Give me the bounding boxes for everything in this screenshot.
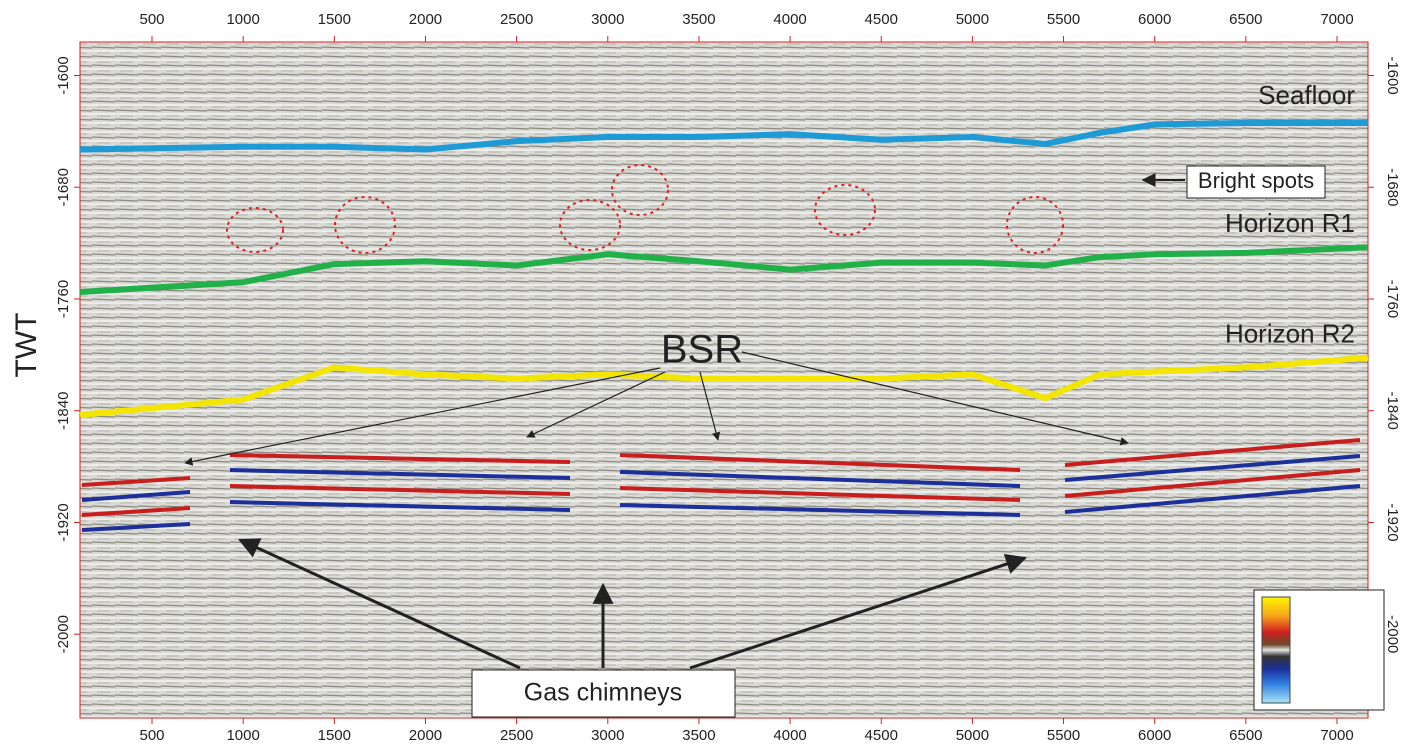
x-tick-label: 5500: [1047, 727, 1080, 744]
x-tick-label: 4500: [865, 11, 898, 28]
y-tick-label: -1680: [55, 168, 72, 206]
x-tick-label: 2500: [500, 11, 533, 28]
x-tick-label: 2000: [409, 11, 442, 28]
x-tick-label: 1000: [226, 727, 259, 744]
x-tick-label: 6500: [1229, 11, 1262, 28]
colorbar: [1262, 597, 1290, 703]
x-tick-label: 1500: [318, 11, 351, 28]
y-tick-label: -1600: [1384, 56, 1401, 94]
x-tick-label: 6000: [1138, 727, 1171, 744]
y-tick-label: -1600: [55, 56, 72, 94]
y-tick-label: -1680: [1384, 168, 1401, 206]
annotation: BSR: [661, 328, 743, 372]
x-tick-label: 4500: [865, 727, 898, 744]
y-tick-label: -1920: [1384, 503, 1401, 541]
seismic-figure: 500 500 1000 1000 1500 1500 2000 2000 2500 2500 30…: [0, 0, 1416, 749]
x-tick-label: 6000: [1138, 11, 1171, 28]
y-tick-label: -1920: [55, 503, 72, 541]
y-tick-label: -2000: [55, 615, 72, 653]
annotation: Gas chimneys: [524, 679, 682, 707]
x-tick-label: 4000: [773, 727, 806, 744]
annotation: Bright spots: [1198, 168, 1314, 193]
y-tick-label: -1760: [55, 280, 72, 318]
horizon-label: Seafloor: [1258, 80, 1355, 110]
horizon-label: Horizon R1: [1225, 208, 1355, 238]
x-tick-label: 2500: [500, 727, 533, 744]
x-tick-label: 500: [139, 727, 164, 744]
y-tick-label: -2000: [1384, 615, 1401, 653]
x-tick-label: 7000: [1320, 727, 1353, 744]
x-tick-label: 3000: [591, 727, 624, 744]
x-tick-label: 500: [139, 11, 164, 28]
y-tick-label: -1840: [1384, 392, 1401, 430]
y-tick-label: -1840: [55, 392, 72, 430]
x-tick-label: 6500: [1229, 727, 1262, 744]
horizon-label: Horizon R2: [1225, 319, 1355, 349]
x-tick-label: 5000: [956, 11, 989, 28]
x-tick-label: 4000: [773, 11, 806, 28]
y-axis-label: TWT: [10, 313, 43, 378]
x-tick-label: 2000: [409, 727, 442, 744]
x-tick-label: 3500: [682, 727, 715, 744]
x-tick-label: 5000: [956, 727, 989, 744]
x-tick-label: 3000: [591, 11, 624, 28]
y-tick-label: -1760: [1384, 280, 1401, 318]
x-tick-label: 1000: [226, 11, 259, 28]
x-tick-label: 1500: [318, 727, 351, 744]
x-tick-label: 5500: [1047, 11, 1080, 28]
x-tick-label: 7000: [1320, 11, 1353, 28]
x-tick-label: 3500: [682, 11, 715, 28]
